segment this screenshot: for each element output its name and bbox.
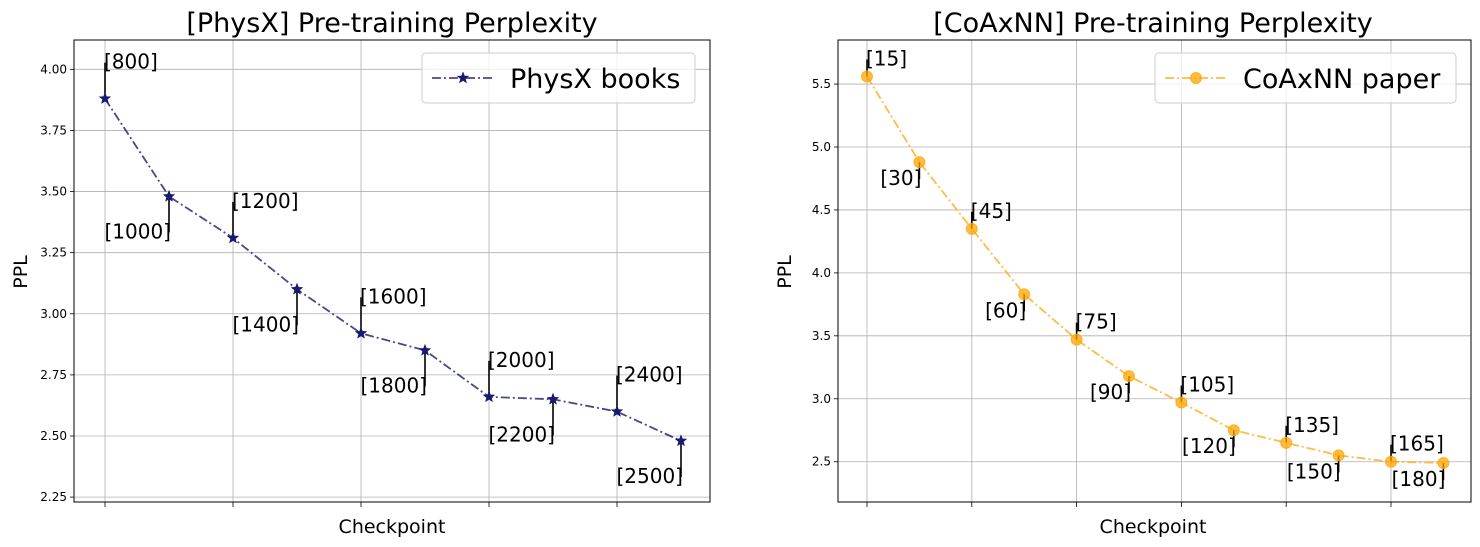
physx-chart: [PhysX] Pre-training Perplexity Checkpoi… (10, 8, 711, 538)
data-point (1332, 449, 1345, 462)
data-point (290, 282, 304, 295)
data-point (1123, 370, 1135, 383)
series (861, 70, 1450, 469)
point-label: [60] (985, 298, 1026, 322)
point-label: [2500] (616, 464, 683, 488)
legend-label: CoAxNN paper (1243, 64, 1441, 95)
point-label: [2200] (488, 422, 555, 446)
point-label: [1000] (104, 219, 171, 243)
point-label: [800] (104, 50, 158, 74)
point-label: [75] (1076, 310, 1117, 334)
point-label: [165] (1390, 432, 1444, 456)
data-point (162, 189, 176, 202)
data-point (1280, 436, 1293, 449)
data-point (98, 92, 112, 105)
y-tick-label: 3.25 (40, 246, 67, 260)
y-axis-label: PPL (10, 255, 32, 289)
data-point (965, 222, 978, 235)
legend-marker-shape (456, 71, 470, 84)
annotations: [800] [1000] [1200] [1400] [1600] [1800] [2000… (104, 50, 683, 488)
y-tick-label: 3.50 (40, 185, 67, 199)
legend: CoAxNN paper (1154, 52, 1457, 104)
data-point (1018, 288, 1031, 301)
y-tick-label: 4.00 (40, 62, 67, 76)
data-point (610, 404, 624, 417)
data-point (1385, 455, 1397, 468)
data-point (674, 434, 688, 447)
point-label: [45] (971, 199, 1012, 223)
point-label: [1400] (232, 312, 299, 336)
point-label: [120] (1182, 434, 1236, 458)
data-point (418, 343, 432, 356)
point-label: [2000] (488, 348, 555, 372)
legend-marker (456, 71, 470, 84)
x-axis-label: Checkpoint (339, 516, 446, 538)
series-line (866, 76, 1444, 464)
point-label: [1200] (232, 189, 299, 213)
point-label: [150] (1287, 459, 1341, 483)
point-label: [1800] (360, 373, 427, 397)
annotations: [15] [30] [45] [60] [75] [90] [105] [120] [135] [… (866, 47, 1445, 491)
y-tick-label: 3.0 (812, 392, 831, 406)
data-point (913, 156, 926, 169)
legend-marker (1190, 72, 1202, 84)
series-line (104, 98, 682, 442)
point-label: [135] (1285, 413, 1339, 437)
plot-frame (73, 39, 711, 503)
data-point (482, 390, 496, 403)
data-point (226, 231, 240, 244)
data-point (354, 326, 368, 339)
data-point (1070, 333, 1083, 346)
y-tick-label: 4.5 (812, 203, 831, 217)
grid (74, 40, 710, 502)
plot-frame (837, 39, 1472, 503)
coaxnn-chart: [CoAxNN] Pre-training Perplexity Checkpo… (774, 8, 1472, 538)
y-tick-label: 3.5 (812, 329, 831, 343)
point-label: [1600] (360, 284, 427, 308)
data-point (1437, 456, 1450, 469)
point-label: [2400] (616, 363, 683, 387)
data-point (1227, 424, 1240, 437)
chart-title: [CoAxNN] Pre-training Perplexity (933, 8, 1373, 39)
y-tick-label: 2.25 (40, 490, 67, 504)
point-label: [15] (866, 47, 907, 71)
y-tick-label: 2.5 (812, 455, 831, 469)
legend-box (421, 52, 696, 104)
legend-label: PhysX books (510, 64, 680, 95)
legend-box (1154, 52, 1457, 104)
legend-marker-shape (1190, 72, 1202, 84)
y-tick-label: 3.75 (40, 123, 67, 137)
data-point (1175, 396, 1188, 409)
point-label: [30] (880, 166, 921, 190)
axis-ticks: 2.25 2.50 2.75 3.00 3.25 3.50 3.75 4.00 (40, 62, 618, 507)
data-point (861, 70, 873, 83)
y-tick-label: 4.0 (812, 266, 831, 280)
y-axis-label: PPL (774, 255, 796, 289)
x-axis-label: Checkpoint (1100, 516, 1207, 538)
grid (838, 40, 1471, 502)
axis-ticks: 2.5 3.0 3.5 4.0 4.5 5.0 5.5 (812, 77, 1392, 507)
series (98, 92, 688, 447)
y-tick-label: 5.5 (812, 77, 831, 91)
y-tick-label: 2.50 (40, 429, 67, 443)
legend: PhysX books (421, 52, 696, 104)
data-point (546, 392, 560, 405)
y-tick-label: 2.75 (40, 368, 67, 382)
point-label: [90] (1090, 380, 1131, 404)
chart-title: [PhysX] Pre-training Perplexity (186, 8, 597, 39)
point-label: [180] (1392, 467, 1446, 491)
y-tick-label: 5.0 (812, 140, 831, 154)
y-tick-label: 3.00 (40, 307, 67, 321)
point-label: [105] (1180, 373, 1234, 397)
